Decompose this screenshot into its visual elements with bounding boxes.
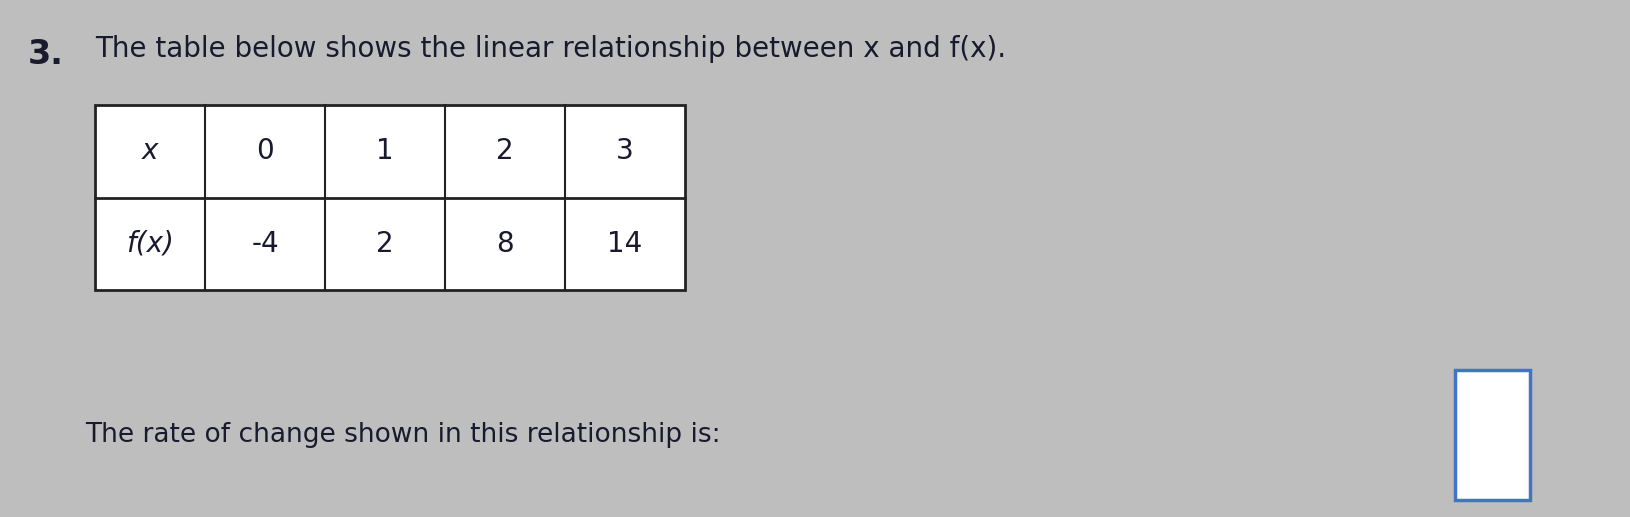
Text: f(x): f(x) [126,230,174,258]
Bar [95,105,685,290]
Text: 3: 3 [616,137,634,165]
Text: 3.: 3. [28,38,64,71]
Bar [95,105,685,290]
Text: 1: 1 [377,137,393,165]
Text: 2: 2 [496,137,513,165]
Text: 8: 8 [496,230,513,258]
Text: 14: 14 [606,230,642,258]
Text: x: x [142,137,158,165]
Text: 2: 2 [377,230,393,258]
Text: 0: 0 [256,137,274,165]
Text: The table below shows the linear relationship between x and f(x).: The table below shows the linear relatio… [95,35,1006,63]
Text: The rate of change shown in this relationship is:: The rate of change shown in this relatio… [85,422,720,448]
Bar [1454,370,1529,500]
Text: -4: -4 [251,230,279,258]
